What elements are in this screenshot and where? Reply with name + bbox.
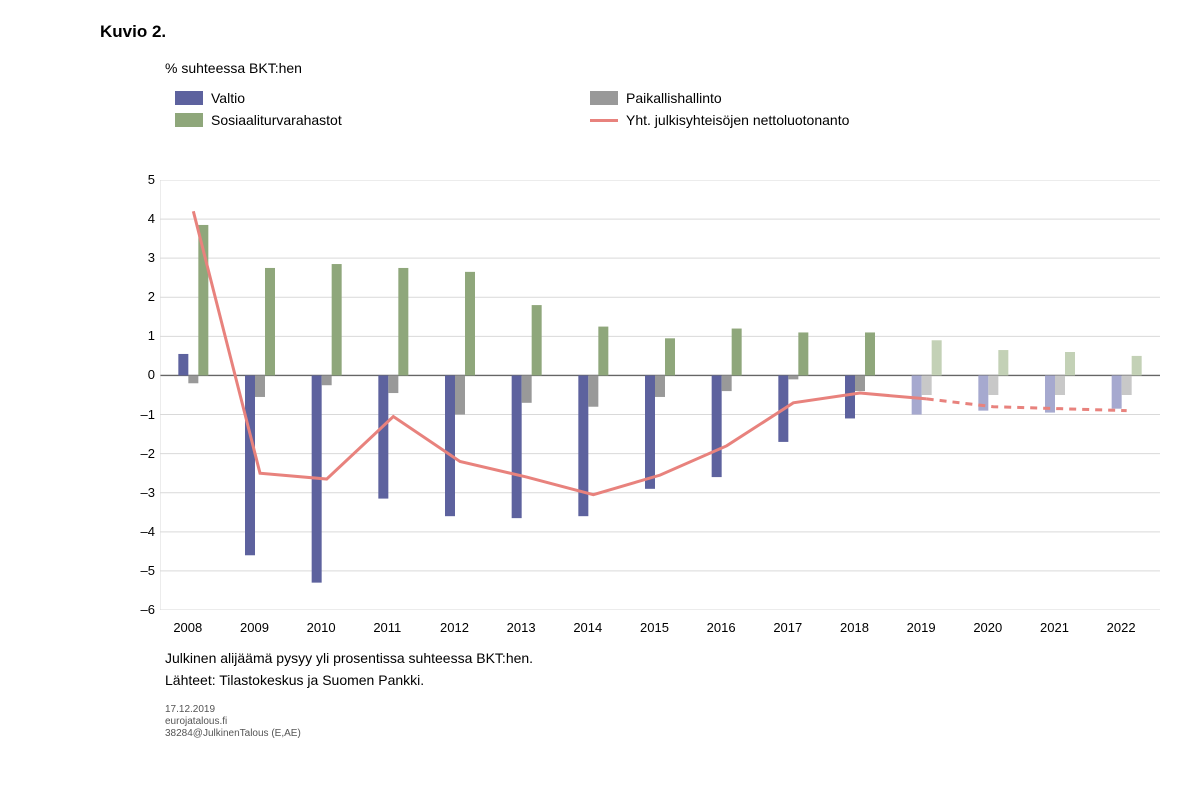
bar-valtio: [645, 375, 655, 488]
x-tick-label: 2020: [973, 620, 1002, 635]
legend-swatch-valtio: [175, 91, 203, 105]
footer-sources: Lähteet: Tilastokeskus ja Suomen Pankki.: [165, 672, 424, 688]
x-tick-label: 2012: [440, 620, 469, 635]
bar-sotu: [865, 332, 875, 375]
bar-sotu: [265, 268, 275, 376]
bar-sotu: [532, 305, 542, 375]
y-tick-label: 1: [135, 328, 155, 343]
bar-valtio: [845, 375, 855, 418]
x-tick-label: 2008: [173, 620, 202, 635]
chart-title: Kuvio 2.: [100, 22, 166, 42]
legend-label-valtio: Valtio: [211, 90, 245, 106]
legend-label-sotu: Sosiaaliturvarahastot: [211, 112, 342, 128]
bar-paik: [322, 375, 332, 385]
y-tick-label: –6: [135, 602, 155, 617]
footer-small-line: 38284@JulkinenTalous (E,AE): [165, 728, 301, 739]
legend-item-sotu: Sosiaaliturvarahastot: [175, 112, 342, 128]
bar-paik: [1055, 375, 1065, 395]
bar-sotu: [465, 272, 475, 376]
net-lending-line: [193, 211, 926, 494]
x-tick-label: 2009: [240, 620, 269, 635]
bar-valtio: [912, 375, 922, 414]
bar-valtio: [178, 354, 188, 376]
legend-label-paik: Paikallishallinto: [626, 90, 722, 106]
bar-valtio: [1112, 375, 1122, 408]
bar-paik: [188, 375, 198, 383]
y-tick-label: –4: [135, 524, 155, 539]
bar-sotu: [398, 268, 408, 376]
bar-sotu: [598, 327, 608, 376]
legend-line-yht: [590, 119, 618, 122]
net-lending-line-forecast: [927, 399, 1127, 411]
x-tick-label: 2017: [773, 620, 802, 635]
bar-paik: [588, 375, 598, 406]
bar-valtio: [245, 375, 255, 555]
footer-note: Julkinen alijäämä pysyy yli prosentissa …: [165, 650, 533, 666]
x-tick-label: 2016: [707, 620, 736, 635]
chart-svg: [160, 180, 1160, 610]
x-tick-label: 2014: [573, 620, 602, 635]
bar-valtio: [512, 375, 522, 518]
bar-paik: [655, 375, 665, 397]
bar-paik: [988, 375, 998, 395]
bar-valtio: [445, 375, 455, 516]
x-tick-label: 2011: [373, 620, 401, 635]
legend-label-yht: Yht. julkisyhteisöjen nettoluotonanto: [626, 112, 849, 128]
bar-sotu: [998, 350, 1008, 375]
bar-sotu: [932, 340, 942, 375]
x-tick-label: 2015: [640, 620, 669, 635]
x-tick-label: 2021: [1040, 620, 1069, 635]
x-tick-label: 2010: [307, 620, 336, 635]
bar-sotu: [1065, 352, 1075, 375]
y-tick-label: –1: [135, 407, 155, 422]
bar-valtio: [578, 375, 588, 516]
bar-sotu: [332, 264, 342, 375]
bar-sotu: [732, 329, 742, 376]
bar-paik: [455, 375, 465, 414]
x-tick-label: 2018: [840, 620, 869, 635]
y-tick-label: 5: [135, 172, 155, 187]
bar-paik: [788, 375, 798, 379]
legend-col-left: Valtio Sosiaaliturvarahastot: [175, 90, 342, 134]
bar-paik: [1122, 375, 1132, 395]
y-tick-label: 2: [135, 289, 155, 304]
main-chart: [160, 180, 1160, 610]
legend-item-yht: Yht. julkisyhteisöjen nettoluotonanto: [590, 112, 849, 128]
y-tick-label: 3: [135, 250, 155, 265]
legend-item-paik: Paikallishallinto: [590, 90, 849, 106]
bar-paik: [255, 375, 265, 397]
legend-swatch-sotu: [175, 113, 203, 127]
bar-paik: [522, 375, 532, 402]
y-tick-label: –2: [135, 446, 155, 461]
bar-sotu: [665, 338, 675, 375]
y-tick-label: –5: [135, 563, 155, 578]
footer-small-line: 17.12.2019: [165, 704, 215, 715]
bar-paik: [855, 375, 865, 391]
legend-col-right: Paikallishallinto Yht. julkisyhteisöjen n…: [590, 90, 849, 134]
y-tick-label: –3: [135, 485, 155, 500]
bar-sotu: [798, 332, 808, 375]
bar-valtio: [712, 375, 722, 477]
x-tick-label: 2013: [507, 620, 536, 635]
y-tick-label: 4: [135, 211, 155, 226]
chart-subtitle: % suhteessa BKT:hen: [165, 60, 302, 76]
bar-paik: [388, 375, 398, 393]
x-tick-label: 2022: [1107, 620, 1136, 635]
y-tick-label: 0: [135, 367, 155, 382]
legend-item-valtio: Valtio: [175, 90, 342, 106]
bar-valtio: [378, 375, 388, 498]
legend-swatch-paik: [590, 91, 618, 105]
bar-paik: [722, 375, 732, 391]
bar-sotu: [1132, 356, 1142, 376]
bar-paik: [922, 375, 932, 395]
footer-small-line: eurojatalous.fi: [165, 716, 227, 727]
x-tick-label: 2019: [907, 620, 936, 635]
